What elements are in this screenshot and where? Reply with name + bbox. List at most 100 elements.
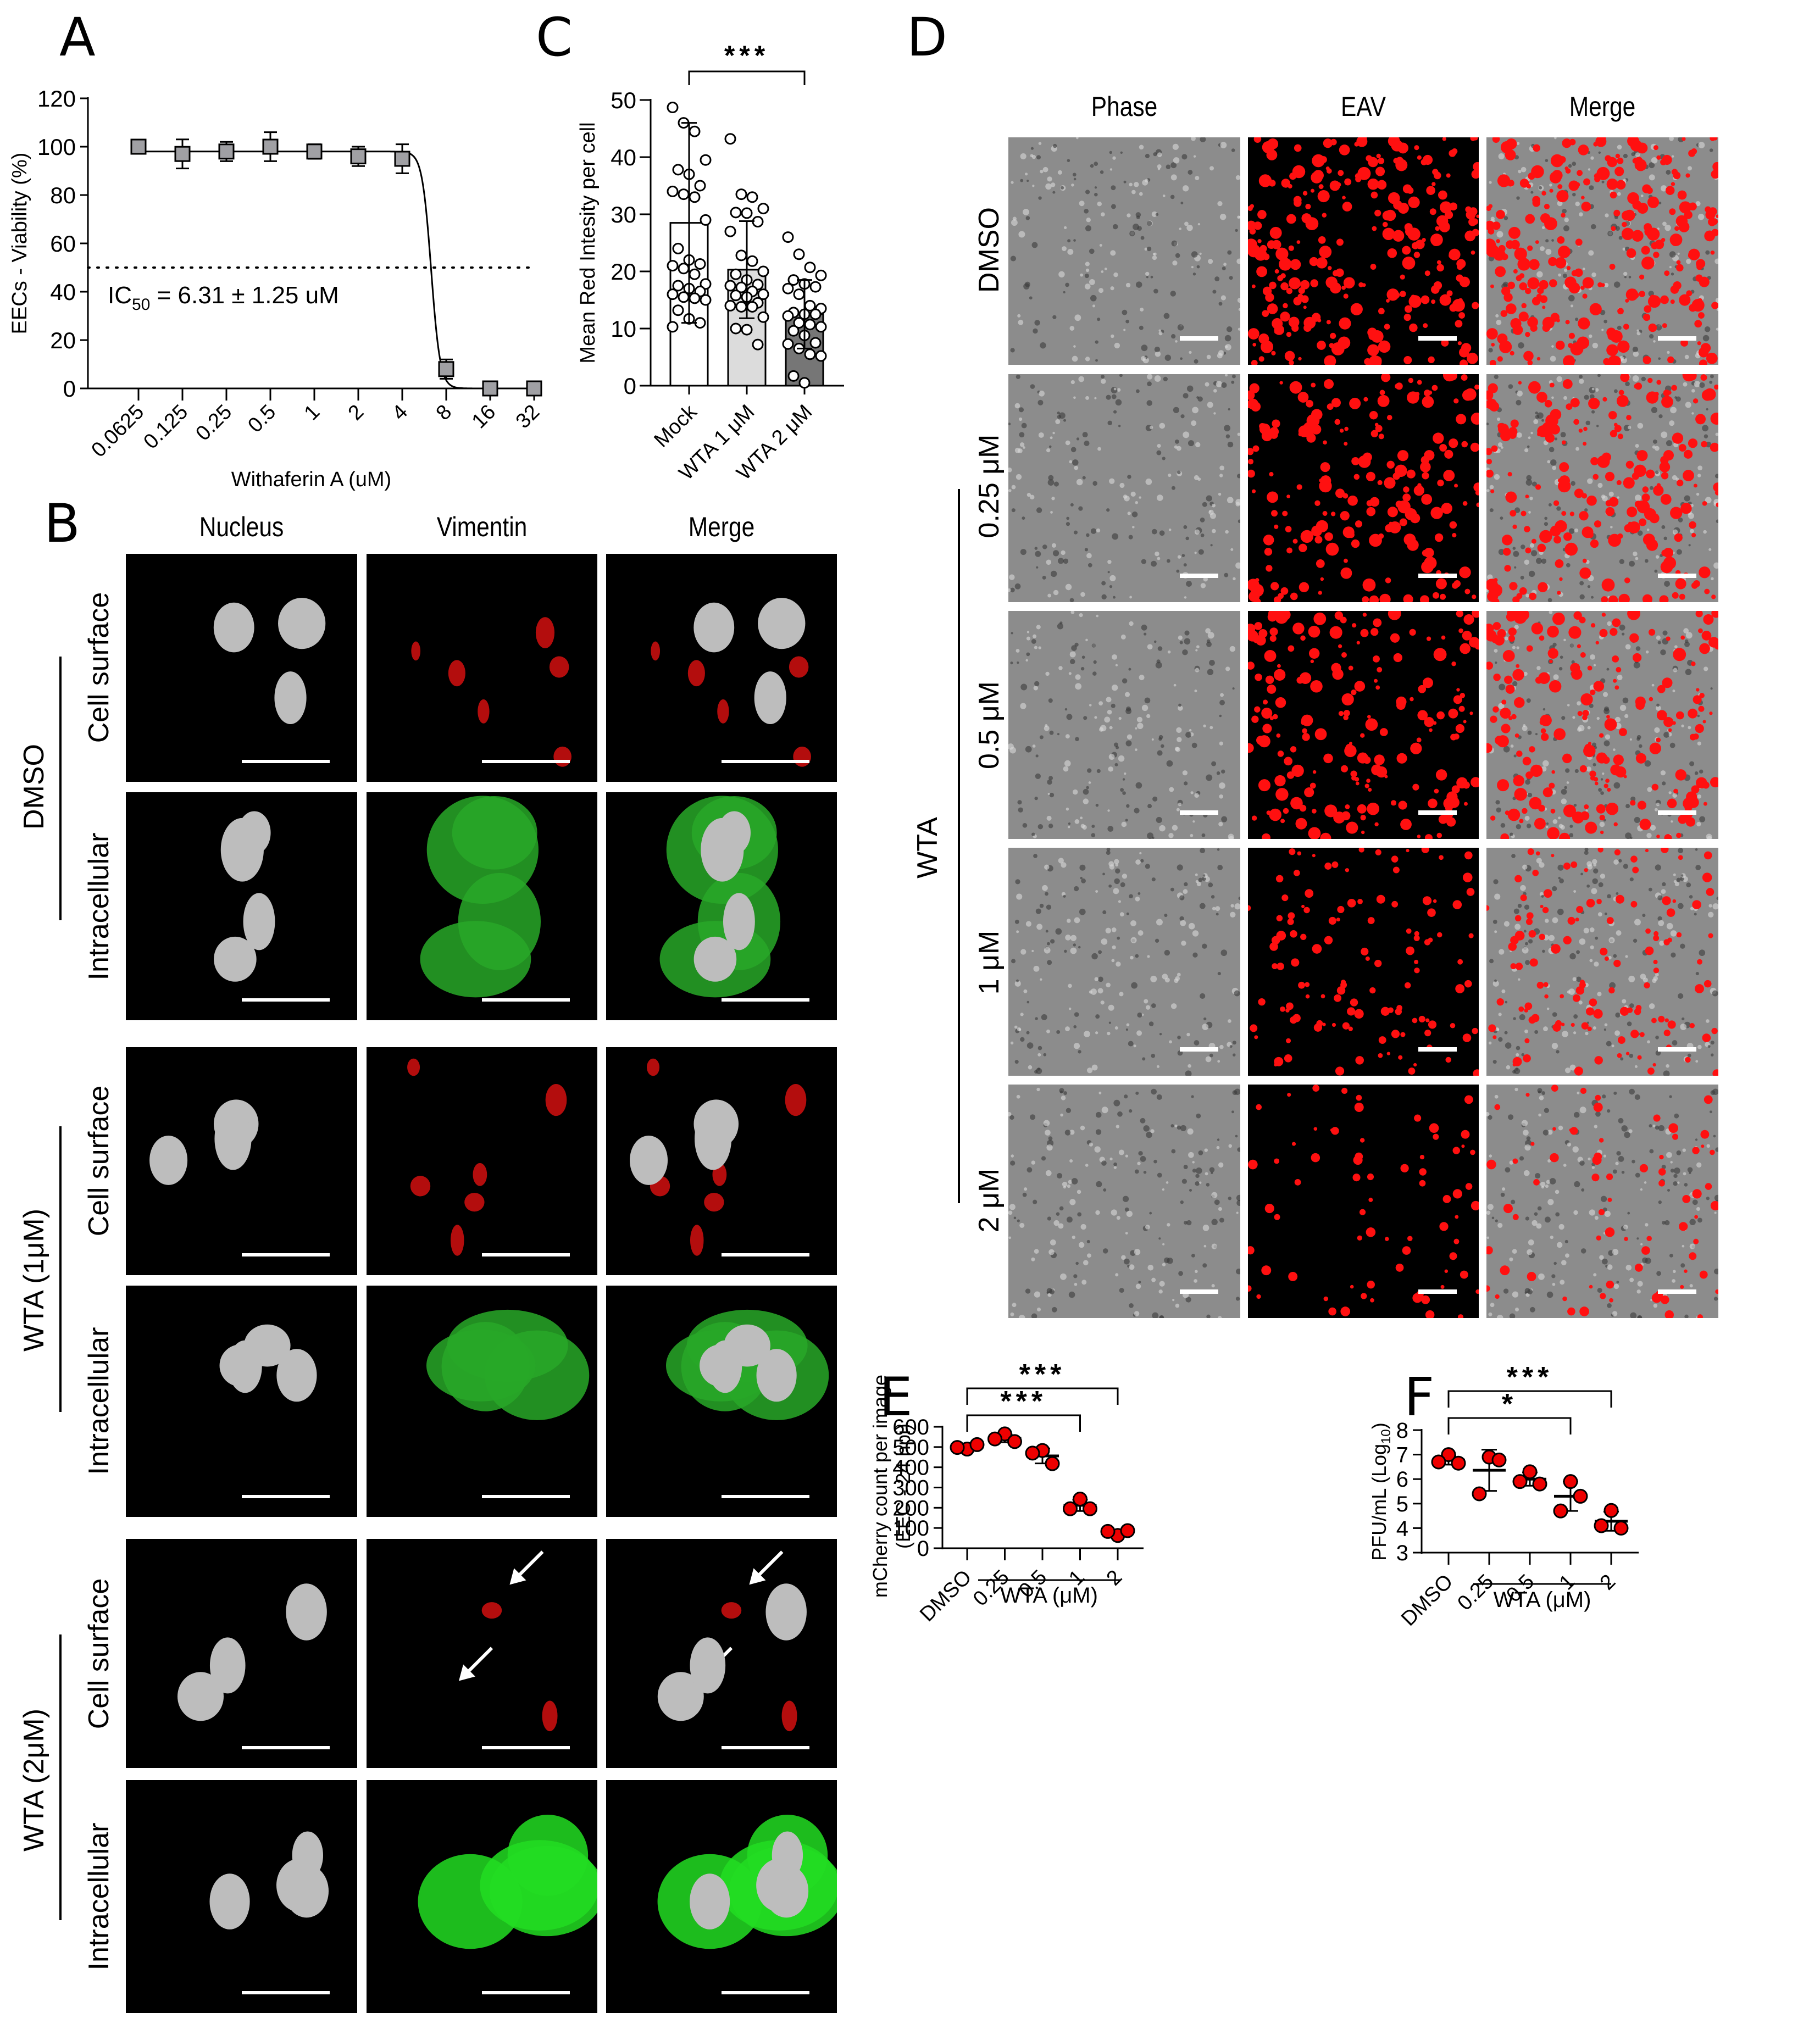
svg-text:***: *** <box>1019 1363 1066 1391</box>
svg-text:7: 7 <box>1396 1443 1408 1467</box>
panel-letter-e: E <box>879 1366 913 1428</box>
group-divider-wta1 <box>59 1126 62 1412</box>
svg-text:IC50 = 6.31 ± 1.25 uM: IC50 = 6.31 ± 1.25 uM <box>108 282 339 314</box>
svg-text:Mean Red Intesity per cell: Mean Red Intesity per cell <box>576 122 600 363</box>
row-label-intracellular: Intracellular <box>83 832 115 981</box>
svg-text:0: 0 <box>63 376 76 402</box>
row-label-1um: 1 μM <box>973 930 1005 995</box>
svg-text:40: 40 <box>611 144 636 170</box>
micrograph-d-r4-c0 <box>1008 1085 1240 1318</box>
chart-c: 0 10 20 30 40 50 Mean Red Intesity per cell Moc… <box>576 40 844 485</box>
svg-text:20: 20 <box>611 259 636 285</box>
svg-text:EECs - Viability (%): EECs - Viability (%) <box>8 153 31 335</box>
row-label-intracellular: Intracellular <box>83 1822 115 1971</box>
micrograph-b-r2-c2 <box>606 1047 837 1275</box>
group-label-dmso: DMSO <box>18 744 50 830</box>
micrograph-d-r0-c2 <box>1486 137 1718 365</box>
svg-text:100: 100 <box>892 1516 929 1541</box>
svg-text:mCherry count per image: mCherry count per image <box>869 1375 891 1598</box>
panel-letter-a: A <box>59 7 96 68</box>
micrograph-b-r0-c1 <box>367 554 597 782</box>
micrograph-b-r1-c0 <box>126 792 357 1020</box>
svg-text:***: *** <box>1507 1363 1553 1393</box>
svg-text:120: 120 <box>37 86 76 112</box>
svg-text:40: 40 <box>50 279 76 305</box>
micrograph-b-r3-c0 <box>126 1286 357 1517</box>
svg-text:PFU/mL (Log10): PFU/mL (Log10) <box>1368 1422 1394 1560</box>
micrograph-d-r2-c2 <box>1486 611 1718 839</box>
svg-text:8: 8 <box>432 401 457 425</box>
col-head-merge: Merge <box>688 511 755 542</box>
svg-text:3: 3 <box>1396 1541 1408 1565</box>
micrograph-b-r4-c1 <box>367 1539 597 1768</box>
row-label-cell-surface: Cell surface <box>83 1085 115 1237</box>
col-head-nucleus: Nucleus <box>199 511 284 542</box>
panel-letter-c: C <box>536 7 573 68</box>
svg-text:***: *** <box>1000 1386 1047 1417</box>
svg-text:60: 60 <box>50 231 76 257</box>
svg-text:400: 400 <box>892 1456 929 1480</box>
svg-text:(EEC - 24 hpi): (EEC - 24 hpi) <box>892 1424 914 1549</box>
svg-text:50: 50 <box>611 87 636 113</box>
micrograph-d-r3-c0 <box>1008 848 1240 1076</box>
micrograph-b-r3-c2 <box>606 1286 837 1517</box>
group-label-wta1: WTA (1μM) <box>18 1208 50 1352</box>
svg-text:0.25: 0.25 <box>191 401 236 446</box>
micrograph-d-r4-c1 <box>1248 1085 1479 1318</box>
panel-letter-b: B <box>44 493 80 554</box>
svg-text:80: 80 <box>50 182 76 208</box>
svg-text:600: 600 <box>892 1415 929 1439</box>
svg-text:2: 2 <box>1596 1570 1621 1595</box>
svg-text:16: 16 <box>468 401 501 433</box>
svg-text:DMSO: DMSO <box>1397 1570 1457 1631</box>
group-divider-wta <box>958 489 960 1203</box>
svg-text:0: 0 <box>624 373 636 399</box>
micrograph-b-r2-c1 <box>367 1047 597 1275</box>
row-label-cell-surface: Cell surface <box>83 592 115 743</box>
micrograph-d-r1-c1 <box>1248 374 1479 602</box>
svg-text:10: 10 <box>611 316 636 342</box>
svg-text:32: 32 <box>512 401 545 433</box>
micrograph-b-r0-c0 <box>126 554 357 782</box>
svg-text:4: 4 <box>388 401 413 425</box>
svg-text:300: 300 <box>892 1476 929 1500</box>
row-label-0-5um: 0.5 μM <box>973 681 1005 770</box>
micrograph-b-r3-c1 <box>367 1286 597 1517</box>
svg-text:30: 30 <box>611 202 636 227</box>
micrograph-b-r4-c0 <box>126 1539 357 1768</box>
svg-text:8: 8 <box>1396 1419 1408 1443</box>
micrograph-b-r4-c2 <box>606 1539 837 1768</box>
micrograph-b-r2-c0 <box>126 1047 357 1275</box>
micrograph-b-r1-c2 <box>606 792 837 1020</box>
micrograph-b-r5-c1 <box>367 1780 597 2013</box>
svg-text:0.5: 0.5 <box>243 401 280 437</box>
row-label-dmso: DMSO <box>973 207 1005 293</box>
svg-text:4: 4 <box>1396 1516 1408 1541</box>
col-head-vimentin: Vimentin <box>436 511 528 542</box>
svg-text:2: 2 <box>1102 1566 1127 1591</box>
col-head-phase: Phase <box>1091 91 1158 122</box>
micrograph-b-r0-c2 <box>606 554 837 782</box>
svg-text:1: 1 <box>300 401 325 425</box>
svg-text:0: 0 <box>917 1537 929 1561</box>
svg-text:5: 5 <box>1396 1492 1408 1516</box>
row-label-cell-surface: Cell surface <box>83 1578 115 1730</box>
svg-text:***: *** <box>724 40 769 71</box>
micrograph-b-r5-c0 <box>126 1780 357 2013</box>
svg-text:100: 100 <box>37 134 76 160</box>
micrograph-d-r0-c0 <box>1008 137 1240 365</box>
micrograph-d-r2-c1 <box>1248 611 1479 839</box>
svg-text:0.25: 0.25 <box>1453 1570 1498 1615</box>
svg-text:0.125: 0.125 <box>139 401 192 454</box>
micrograph-d-r1-c0 <box>1008 374 1240 602</box>
row-label-2um: 2 μM <box>973 1168 1005 1233</box>
micrograph-d-r0-c1 <box>1248 137 1479 365</box>
svg-text:Mock: Mock <box>650 400 702 452</box>
group-label-wta2: WTA (2μM) <box>18 1708 50 1852</box>
svg-text:WTA (μM): WTA (μM) <box>1494 1588 1591 1612</box>
micrograph-b-r5-c2 <box>606 1780 837 2013</box>
svg-text:WTA (μM): WTA (μM) <box>1000 1583 1098 1608</box>
